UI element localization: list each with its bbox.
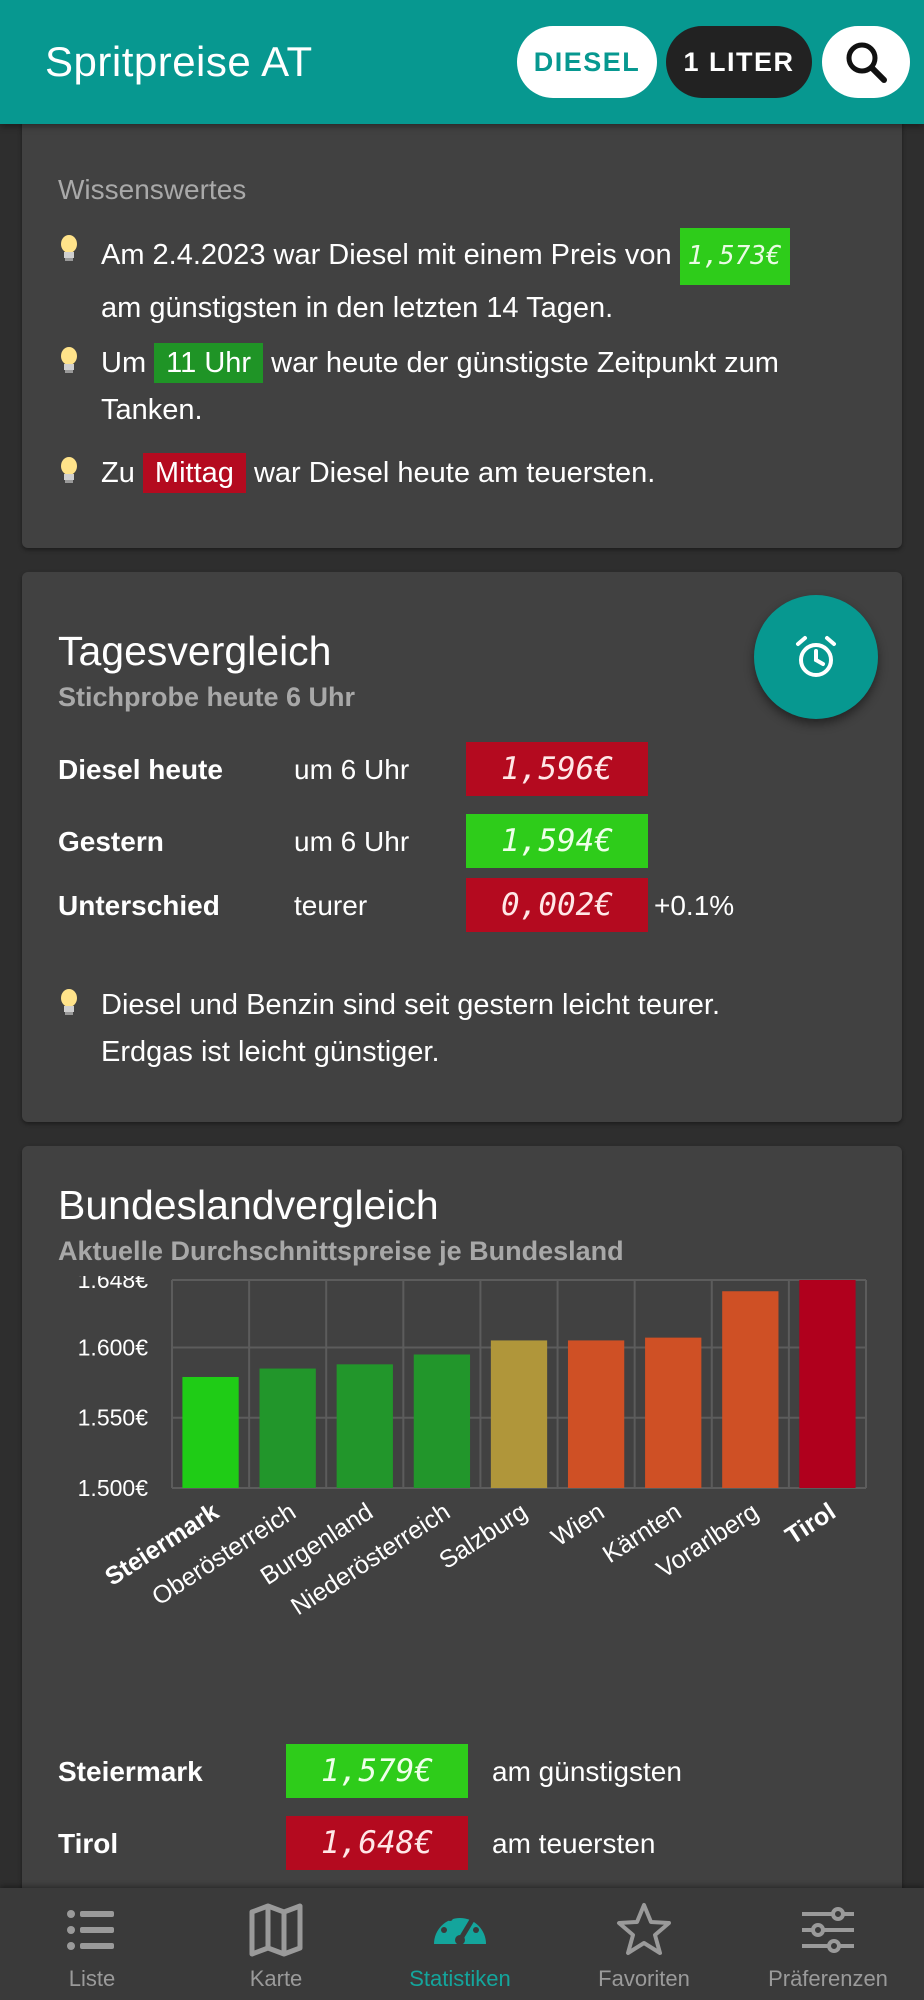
nav-label-favoriten: Favoriten [598,1966,690,1991]
fact-tip-2-text-cont: war heute der günstigste Zeitpunkt zum [271,347,779,379]
chart-y-ticks: 1.648€ 1.600€ 1.550€ 1.500€ [78,1276,149,1501]
nav-label-statistiken: Statistiken [409,1966,511,1991]
state-price-chart: 1.648€ 1.600€ 1.550€ 1.500€ SteiermarkOberö… [78,1276,867,1621]
difference-price: 0,002€ [466,878,648,932]
price-alarm-button[interactable] [754,595,878,719]
bar-oberösterreich [259,1368,316,1488]
lightbulb-icon [61,457,77,483]
fuel-type-button[interactable]: DIESEL [517,26,657,98]
cheapest-14days-price: 1,573€ [679,228,790,285]
y-tick-label: 1.550€ [78,1405,149,1431]
expensive-state-text: am teuersten [492,1828,656,1859]
yesterday-time: um 6 Uhr [294,826,410,857]
sliders-icon [802,1907,854,1953]
fact-tip-1: Am 2.4.2023 war Diesel mit einem Preis v… [58,228,878,332]
fact-tip-2-text-end: Tanken. [101,394,203,426]
nav-item-favoriten[interactable]: Favoriten [552,1888,736,2000]
yesterday-label: Gestern [58,826,164,857]
daily-tip-line-1: Diesel und Benzin sind seit gestern leic… [101,989,721,1021]
difference-label: Unterschied [58,890,220,921]
difference-percent: +0.1% [654,890,735,921]
app-title: Spritpreise AT [45,38,313,85]
bar-kärnten [645,1337,702,1488]
diesel-today-time: um 6 Uhr [294,754,410,785]
fact-tip-3: Zu Mittag war Diesel heute am teuersten. [58,450,878,497]
nav-label-liste: Liste [68,1966,116,1991]
difference-direction: teurer [294,890,368,921]
nav-label-praeferenzen: Präferenzen [768,1966,888,1991]
y-tick-label: 1.648€ [78,1276,149,1293]
chart-x-labels: SteiermarkOberösterreichBurgenlandNieder… [100,1497,841,1620]
star-icon [617,1903,671,1955]
fact-tip-2: Um 11 Uhr war heute der günstigste Zeitp… [58,340,878,434]
cheapest-state-text: am günstigsten [492,1756,682,1787]
search-button[interactable] [822,26,910,98]
lightbulb-icon [61,347,77,373]
bottom-navigation: Liste Karte Statistiken Favoriten [0,1888,924,2000]
bar-niederösterreich [413,1354,471,1488]
bar-salzburg [490,1340,548,1488]
diesel-today-label: Diesel heute [58,754,223,785]
most-expensive-time-highlight: Mittag [142,453,246,493]
yesterday-price: 1,594€ [466,814,648,868]
fact-tip-2-text: Um [101,347,147,379]
search-icon [846,42,887,83]
bar-tirol [799,1280,856,1488]
alarm-clock-icon [796,636,836,677]
fact-tip-1-text-cont: am günstigsten in den letzten 14 Tagen. [101,292,614,324]
cheapest-time-highlight: 11 Uhr [154,343,264,383]
state-comparison-subtitle: Aktuelle Durchschnittspreise je Bundesla… [58,1236,624,1266]
lightbulb-icon [61,235,77,261]
fact-tip-3-text: Zu [101,457,135,489]
cheapest-state-price: 1,579€ [286,1744,468,1798]
daily-tip-line-2: Erdgas ist leicht günstiger. [101,1036,440,1068]
lightbulb-icon [61,989,77,1015]
nav-item-statistiken[interactable]: Statistiken [368,1888,552,2000]
chart-bars [182,1280,856,1488]
facts-heading: Wissenswertes [58,174,247,205]
nav-item-praeferenzen[interactable]: Präferenzen [736,1888,920,2000]
daily-comparison-card: Tagesvergleich Stichprobe heute 6 Uhr Di… [22,572,902,1122]
daily-comparison-title: Tagesvergleich [58,628,332,674]
state-comparison-card: Bundeslandvergleich Aktuelle Durchschnit… [22,1146,902,1926]
bar-wien [567,1340,625,1488]
daily-tip: Diesel und Benzin sind seit gestern leic… [58,982,878,1076]
app-header: Spritpreise AT DIESEL 1 LITER [0,0,924,124]
map-icon [249,1903,303,1957]
bar-burgenland [336,1364,393,1488]
bar-steiermark [182,1376,239,1488]
diesel-today-price: 1,596€ [466,742,648,796]
y-tick-label: 1.600€ [78,1334,149,1360]
list-icon [67,1910,114,1950]
expensive-state-name: Tirol [58,1828,119,1859]
bar-vorarlberg [722,1291,779,1488]
y-tick-label: 1.500€ [78,1475,149,1501]
facts-card: Wissenswertes Am 2.4.2023 war Diesel mit… [22,110,902,548]
cheapest-state-name: Steiermark [58,1756,203,1787]
x-tick-label: Tirol [780,1498,840,1551]
state-comparison-title: Bundeslandvergleich [58,1182,439,1228]
nav-item-karte[interactable]: Karte [184,1888,368,2000]
nav-item-liste[interactable]: Liste [0,1888,184,2000]
fact-tip-3-text-cont: war Diesel heute am teuersten. [253,457,656,489]
gauge-icon [434,1910,486,1945]
quantity-button[interactable]: 1 LITER [666,26,812,98]
fact-tip-1-text: Am 2.4.2023 war Diesel mit einem Preis v… [101,239,672,271]
expensive-state-price: 1,648€ [286,1816,468,1870]
x-tick-label: Salzburg [434,1498,532,1575]
daily-comparison-subtitle: Stichprobe heute 6 Uhr [58,682,356,712]
nav-label-karte: Karte [249,1966,303,1991]
